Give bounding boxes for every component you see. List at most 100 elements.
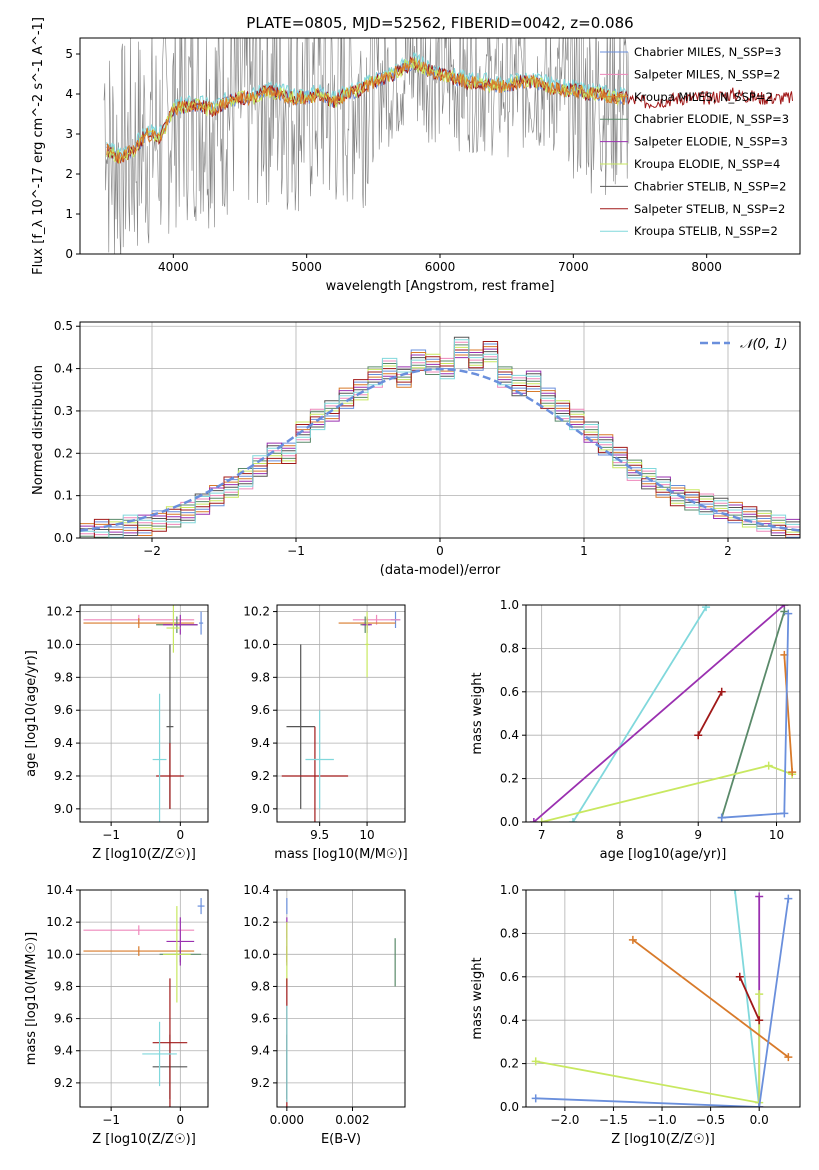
x-tick-label: 2 bbox=[724, 544, 732, 558]
y-tick-label: 0.5 bbox=[54, 319, 73, 333]
x-tick-label: 0.002 bbox=[335, 1113, 369, 1127]
marker-kroupa_stelib bbox=[702, 605, 711, 612]
marker-chabrier_miles bbox=[755, 1103, 764, 1107]
plot-area bbox=[83, 898, 205, 1107]
y-tick-label: 9.2 bbox=[54, 769, 73, 783]
x-tick-label: 8 bbox=[616, 828, 624, 842]
x-axis-label: Z [log10(Z/Z☉)] bbox=[611, 1132, 715, 1147]
series-salpeter_elodie bbox=[533, 605, 785, 822]
y-tick-label: 0.0 bbox=[54, 531, 73, 545]
y-tick-label: 9.2 bbox=[251, 1076, 270, 1090]
axes-frame bbox=[276, 889, 406, 1108]
chart-ebv_mass: 0.000 0.002 9.2 9.4 9.6 9.8 10.0 10.2 10.4 E(B-V) bbox=[243, 883, 406, 1147]
y-tick-label: 0.2 bbox=[54, 446, 73, 460]
y-tick-label: 9.4 bbox=[54, 1044, 73, 1058]
x-tick-label: −1.5 bbox=[599, 1113, 628, 1127]
y-tick-label: 10.4 bbox=[46, 883, 73, 897]
y-tick-label: 9.8 bbox=[251, 979, 270, 993]
y-tick-label: 10.0 bbox=[46, 947, 73, 961]
model-kroupa_miles bbox=[106, 56, 627, 164]
plot-area bbox=[83, 605, 204, 822]
x-tick-label: 6000 bbox=[425, 260, 456, 274]
y-tick-label: 0.8 bbox=[500, 641, 519, 655]
normal-curve bbox=[80, 367, 800, 532]
y-tick-label: 9.8 bbox=[251, 670, 270, 684]
chart-z_weight: −2.0 −1.5 −1.0 −0.5 0.0 0.0 0.2 0.4 0.6 0.8 1.0 Z [… bbox=[470, 883, 801, 1147]
marker-chabrier_miles bbox=[784, 609, 793, 618]
x-tick-label: −0.5 bbox=[696, 1113, 725, 1127]
marker-kroupa_elodie bbox=[755, 990, 764, 999]
axes-frame bbox=[525, 604, 801, 823]
marker-kroupa_elodie bbox=[531, 1057, 540, 1066]
y-axis-label: age [log10(age/yr)] bbox=[24, 650, 39, 777]
y-axis-label: mass weight bbox=[470, 957, 485, 1039]
y-tick-label: 5 bbox=[65, 47, 73, 61]
series-salpeter_stelib bbox=[697, 691, 723, 736]
y-tick-label: 9.4 bbox=[54, 736, 73, 750]
x-axis-label: E(B-V) bbox=[321, 1132, 361, 1147]
marker-kroupa_miles bbox=[784, 1053, 793, 1062]
marker-salpeter_elodie bbox=[755, 892, 764, 901]
chart-mass_age: 9.5 10 9.0 9.2 9.4 9.6 9.8 10.0 10.2 mass [log10(… bbox=[243, 604, 408, 862]
histogram-salpeter_stelib bbox=[80, 341, 800, 538]
y-tick-label: 9.8 bbox=[54, 979, 73, 993]
y-tick-label: 9.2 bbox=[54, 1076, 73, 1090]
x-tick-label: 4000 bbox=[158, 260, 189, 274]
legend-entry: Kroupa MILES, N_SSP=2 bbox=[634, 90, 773, 104]
marker-kroupa_miles bbox=[788, 768, 797, 777]
model-salpeter_stelib bbox=[106, 56, 793, 164]
y-axis-label: Normed distribution bbox=[31, 365, 46, 495]
y-tick-label: 1.0 bbox=[500, 598, 519, 612]
y-tick-label: 0.0 bbox=[500, 815, 519, 829]
legend-entry: 𝒩(0, 1) bbox=[740, 337, 787, 352]
marker-kroupa_elodie bbox=[537, 818, 546, 822]
y-axis-label: mass [log10(M/M☉)] bbox=[24, 932, 39, 1065]
y-tick-label: 9.2 bbox=[251, 769, 270, 783]
marker-salpeter_stelib bbox=[717, 687, 726, 696]
x-axis-label: Z [log10(Z/Z☉)] bbox=[92, 847, 196, 862]
y-tick-label: 0.4 bbox=[54, 362, 73, 376]
y-tick-label: 0.2 bbox=[500, 1057, 519, 1071]
chart-residuals: −2 −1 0 1 2 0.0 0.1 0.2 0.3 0.4 0.5 𝒩(0, 1) (data-mo… bbox=[31, 319, 801, 578]
y-tick-label: 1 bbox=[65, 207, 73, 221]
x-tick-label: 0 bbox=[177, 1113, 185, 1127]
plot-area bbox=[286, 898, 396, 1107]
marker-chabrier_miles bbox=[784, 894, 793, 903]
y-tick-label: 10.2 bbox=[46, 915, 73, 929]
series-chabrier_elodie bbox=[720, 611, 786, 818]
marker-chabrier_miles bbox=[717, 813, 726, 822]
y-tick-label: 2 bbox=[65, 167, 73, 181]
y-tick-label: 10.2 bbox=[243, 915, 270, 929]
series-kroupa_stelib bbox=[572, 606, 707, 822]
legend-entry: Chabrier ELODIE, N_SSP=3 bbox=[634, 112, 789, 126]
plot-area bbox=[531, 890, 793, 1107]
plot-area bbox=[103, 38, 793, 254]
chart-spectrum: 4000 5000 6000 7000 8000 0 1 2 3 4 5 Chabrier MILES… bbox=[31, 17, 801, 294]
y-tick-label: 0.2 bbox=[500, 772, 519, 786]
y-tick-label: 0.4 bbox=[500, 1013, 519, 1027]
x-tick-label: 9 bbox=[694, 828, 702, 842]
chart-z_mass: −1 0 9.2 9.4 9.6 9.8 10.0 10.2 10.4 Z [log10(Z/Z☉… bbox=[24, 883, 209, 1147]
x-tick-label: 8000 bbox=[691, 260, 722, 274]
marker-salpeter_stelib bbox=[735, 972, 744, 981]
x-axis-label: age [log10(age/yr)] bbox=[600, 847, 727, 862]
axes-frame bbox=[276, 604, 406, 823]
series-kroupa_miles bbox=[632, 939, 789, 1058]
x-tick-label: 0.0 bbox=[750, 1113, 769, 1127]
legend-entry: Kroupa ELODIE, N_SSP=4 bbox=[634, 157, 780, 171]
model-kroupa_stelib bbox=[106, 52, 627, 157]
marker-kroupa_stelib bbox=[730, 890, 739, 894]
y-tick-label: 0 bbox=[65, 247, 73, 261]
series-chabrier_miles bbox=[535, 898, 790, 1107]
x-tick-label: −1.0 bbox=[647, 1113, 676, 1127]
legend-entry: Salpeter MILES, N_SSP=2 bbox=[634, 67, 780, 81]
y-tick-label: 0.1 bbox=[54, 489, 73, 503]
y-tick-label: 9.6 bbox=[54, 1012, 73, 1026]
plot-area bbox=[529, 605, 797, 822]
series-kroupa_miles bbox=[783, 654, 794, 773]
y-axis-label: mass weight bbox=[470, 672, 485, 754]
y-tick-label: 1.0 bbox=[500, 883, 519, 897]
y-tick-label: 0.6 bbox=[500, 970, 519, 984]
series-salpeter_stelib bbox=[738, 976, 761, 1021]
